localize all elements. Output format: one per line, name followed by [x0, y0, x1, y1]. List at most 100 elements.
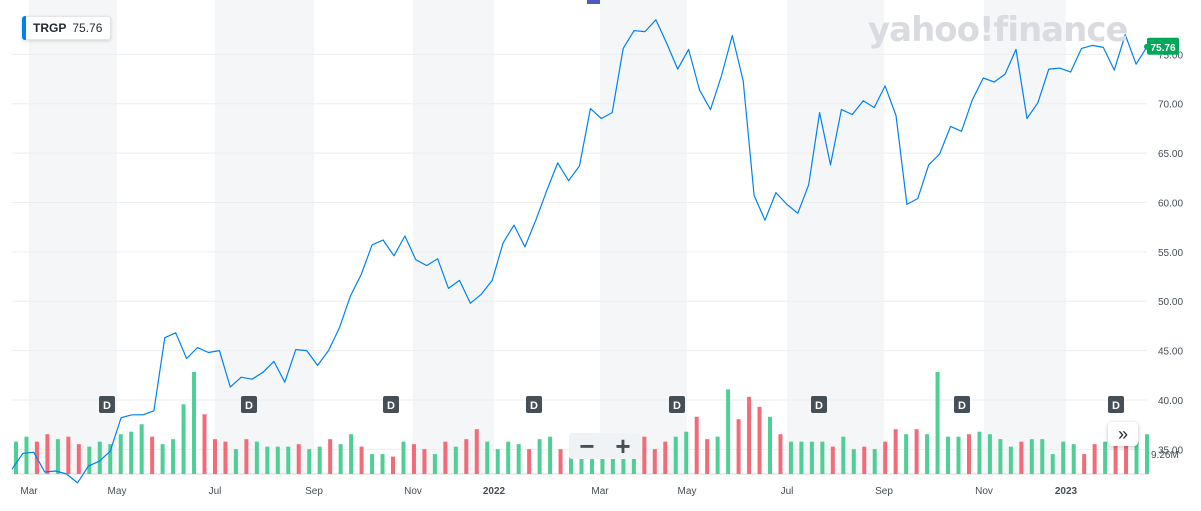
- volume-bar: [1124, 434, 1129, 474]
- x-tick-label: 2023: [1055, 486, 1078, 497]
- dividend-marker: D: [1108, 396, 1124, 413]
- volume-bar: [233, 449, 238, 474]
- dividend-marker: D: [526, 396, 542, 413]
- volume-bar: [715, 436, 720, 474]
- dividend-marker-box: [526, 396, 542, 413]
- volume-bar: [391, 456, 395, 474]
- zoom-out-button[interactable]: −: [579, 431, 595, 461]
- y-tick-label: 55.00: [1158, 248, 1183, 259]
- volume-bar: [359, 446, 364, 474]
- ticker-price: 75.76: [72, 21, 103, 35]
- x-tick-label: Nov: [975, 486, 993, 497]
- volume-bar: [977, 431, 982, 474]
- volume-bar: [694, 416, 699, 474]
- volume-bar: [254, 441, 259, 474]
- volume-bar: [129, 431, 134, 474]
- volume-bar: [935, 372, 940, 474]
- dividend-marker-box: [99, 396, 115, 413]
- volume-bar: [1092, 444, 1097, 474]
- x-tick-label: May: [108, 486, 127, 497]
- ticker-symbol: TRGP: [33, 21, 67, 35]
- volume-bar: [1103, 441, 1108, 474]
- volume-label: 9.26M: [1151, 450, 1179, 461]
- y-tick-label: 60.00: [1158, 198, 1183, 209]
- zoom-in-button[interactable]: +: [615, 431, 631, 461]
- price-line: [11, 19, 1148, 484]
- expand-range-button[interactable]: »: [1108, 422, 1138, 446]
- volume-bar: [809, 441, 814, 474]
- volume-bar: [108, 444, 113, 474]
- volume-bar: [485, 441, 490, 474]
- y-tick-label: 70.00: [1158, 100, 1183, 111]
- volume-bar: [171, 439, 176, 474]
- x-axis: Mar May Jul Sep Nov 2022 Mar May Jul Sep Nov 2023: [20, 486, 1077, 497]
- volume-bar: [820, 441, 825, 474]
- dividend-marker-box: [241, 396, 257, 413]
- volume-bar: [987, 434, 992, 474]
- volume-bar: [317, 446, 322, 474]
- volume-bar: [296, 444, 301, 474]
- volume-bar: [307, 449, 312, 474]
- volume-bar: [223, 441, 228, 474]
- volume-bar: [893, 429, 898, 474]
- volume-bar: [87, 446, 92, 474]
- volume-bar: [328, 439, 333, 474]
- volume-bar: [495, 449, 500, 474]
- volume-bar: [527, 449, 532, 474]
- volume-bar: [998, 439, 1003, 474]
- volume-bar: [663, 441, 668, 474]
- volume-bar: [349, 434, 354, 474]
- volume-bar: [914, 429, 919, 474]
- volume-bar: [1113, 439, 1118, 474]
- dividend-marker-label: D: [530, 400, 538, 412]
- volume-bar: [799, 441, 804, 474]
- volume-bar: [1050, 454, 1055, 474]
- x-tick-label: Jul: [209, 486, 222, 497]
- volume-bar: [757, 406, 762, 474]
- volume-bar: [558, 449, 563, 474]
- dividend-marker-box: [811, 396, 827, 413]
- volume-bar: [202, 414, 207, 474]
- volume-bar: [768, 416, 772, 474]
- dividend-marker-box: [1108, 396, 1124, 413]
- volume-bar: [1071, 444, 1076, 474]
- volume-bar: [1040, 439, 1045, 474]
- volume-bar: [862, 446, 867, 474]
- volume-bar: [212, 439, 217, 474]
- ticker-badge[interactable]: TRGP 75.76: [22, 16, 112, 40]
- volume-bar: [160, 444, 165, 474]
- y-tick-label: 75.00: [1158, 50, 1183, 61]
- dividend-marker: D: [811, 396, 827, 413]
- dividend-marker-label: D: [245, 400, 253, 412]
- volume-bar: [788, 441, 793, 474]
- volume-bar: [883, 441, 888, 474]
- volume-bar: [66, 436, 71, 474]
- volume-bar: [537, 439, 542, 474]
- x-tick-label: 2022: [483, 486, 506, 497]
- zoom-controls: − +: [569, 433, 641, 459]
- month-band: [29, 0, 117, 474]
- dividend-marker: D: [954, 396, 970, 413]
- volume-bar: [966, 434, 971, 474]
- volume-bar: [411, 444, 416, 474]
- dividend-marker-label: D: [103, 400, 111, 412]
- volume-bar: [851, 449, 856, 474]
- volume-bar: [569, 454, 574, 474]
- volume-bar: [904, 434, 909, 474]
- volume-bar: [1145, 434, 1149, 474]
- volume-bar: [97, 441, 102, 474]
- price-tags: 75.76: [1144, 37, 1179, 55]
- volume-bar: [443, 441, 448, 474]
- price-series-line: [11, 19, 1148, 484]
- volume-bar: [244, 439, 249, 474]
- y-tick-label: 40.00: [1158, 396, 1183, 407]
- x-tick-label: Mar: [591, 486, 609, 497]
- volume-bar: [464, 439, 469, 474]
- x-tick-label: May: [678, 486, 697, 497]
- volume-bar: [192, 372, 197, 474]
- volume-bar: [946, 436, 951, 474]
- dividend-marker-label: D: [958, 400, 966, 412]
- month-band: [600, 0, 687, 474]
